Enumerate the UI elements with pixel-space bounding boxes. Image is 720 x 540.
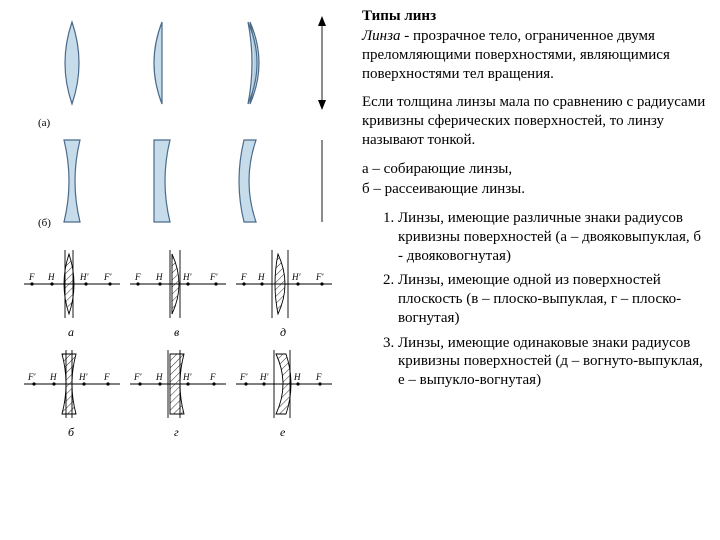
row-b-label: (б) [38, 217, 51, 228]
svg-text:в: в [174, 325, 179, 339]
svg-text:F': F' [239, 372, 248, 382]
definition-term: Линза [362, 28, 400, 44]
lens-types-list: Линзы, имеющие различные знаки радиусов … [362, 209, 708, 390]
svg-text:б: б [68, 425, 75, 439]
svg-text:H': H' [78, 372, 88, 382]
principal-planes-figure: F H H' F' а F H H' F' в [12, 234, 342, 444]
svg-text:F': F' [27, 372, 36, 382]
svg-text:F': F' [315, 272, 324, 282]
legend-b: б – рассеивающие линзы. [362, 180, 708, 199]
svg-text:F: F [240, 272, 247, 282]
svg-text:F: F [134, 272, 141, 282]
legend-a: а – собирающие линзы, [362, 160, 708, 179]
svg-text:H: H [155, 372, 163, 382]
svg-text:H': H' [291, 272, 301, 282]
definition-rest: - прозрачное тело, ограниченное двумя пр… [362, 28, 670, 82]
figures-column: (а) (б) F [12, 8, 358, 532]
svg-text:H: H [257, 272, 265, 282]
svg-text:F: F [315, 372, 322, 382]
svg-text:е: е [280, 425, 286, 439]
svg-text:г: г [174, 425, 179, 439]
row-a-label: (а) [38, 117, 51, 129]
svg-text:H': H' [79, 272, 89, 282]
svg-text:F': F' [103, 272, 112, 282]
svg-text:H: H [47, 272, 55, 282]
list-item: Линзы, имеющие различные знаки радиусов … [398, 209, 708, 265]
list-item: Линзы, имеющие одинаковые знаки радиусов… [398, 334, 708, 390]
svg-text:H': H' [182, 272, 192, 282]
lens-shapes-figure: (а) (б) [12, 8, 342, 228]
svg-text:H': H' [182, 372, 192, 382]
page-title: Типы линз [362, 8, 708, 25]
svg-text:F': F' [209, 272, 218, 282]
svg-text:F: F [103, 372, 110, 382]
svg-text:F: F [28, 272, 35, 282]
definition-paragraph: Линза - прозрачное тело, ограниченное дв… [362, 27, 708, 83]
thin-lens-paragraph: Если толщина линзы мала по сравнению с р… [362, 93, 708, 149]
svg-text:H: H [155, 272, 163, 282]
svg-text:H: H [293, 372, 301, 382]
list-item: Линзы, имеющие одной из поверхностей пло… [398, 271, 708, 327]
svg-text:F: F [209, 372, 216, 382]
svg-text:H: H [49, 372, 57, 382]
text-column: Типы линз Линза - прозрачное тело, огран… [358, 8, 708, 532]
svg-text:д: д [280, 325, 286, 339]
svg-text:F': F' [133, 372, 142, 382]
svg-text:H': H' [259, 372, 269, 382]
svg-text:а: а [68, 325, 74, 339]
